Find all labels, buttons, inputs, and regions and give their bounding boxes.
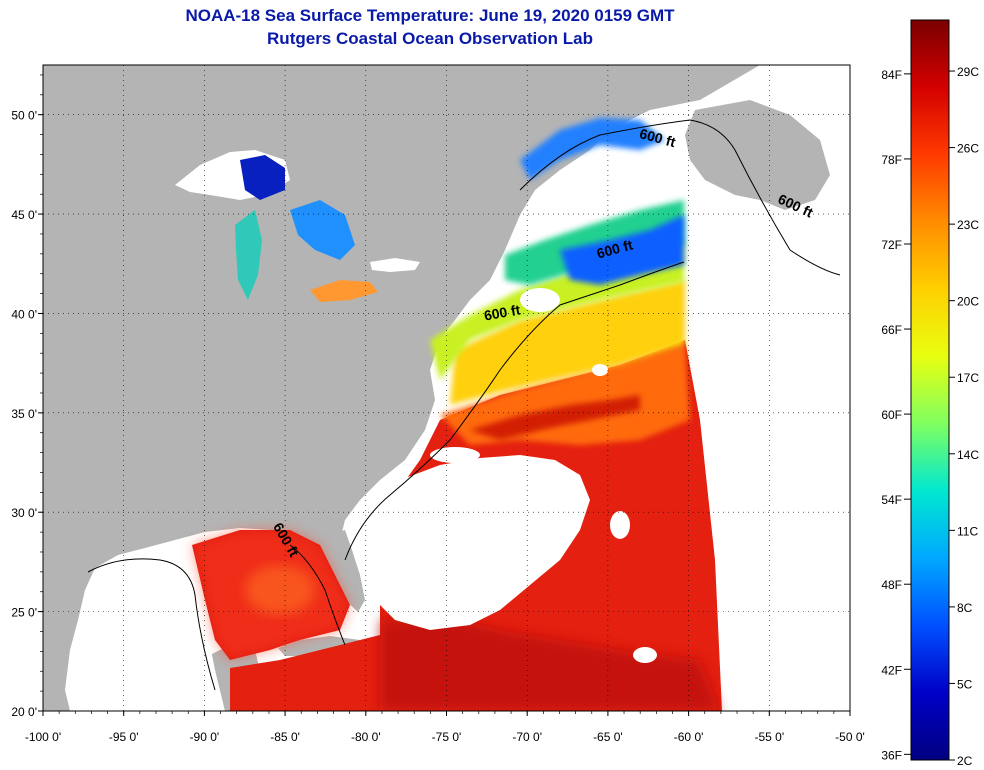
lon-tick-label: -75 0': [432, 730, 462, 744]
lon-tick-label: -65 0': [593, 730, 623, 744]
axis-ticks: -100 0' -95 0' -90 0' -85 0' -80 0' -75 0' -70…: [11, 74, 865, 744]
lat-tick-label: 50 0': [11, 109, 37, 123]
sst-swath-gulf: [192, 530, 350, 660]
colorbar-c-label: 11C: [957, 524, 978, 538]
colorbar-f-label: 48F: [881, 578, 902, 592]
lat-tick-label: 35 0': [11, 407, 37, 421]
cloud-cover: [362, 150, 675, 663]
lat-tick-label: 40 0': [11, 307, 37, 321]
colorbar-c-label: 8C: [957, 601, 973, 615]
lat-tick-label: 45 0': [11, 208, 37, 222]
colorbar-f-label: 54F: [881, 493, 902, 507]
colorbar: [910, 19, 950, 761]
colorbar-c-label: 5C: [957, 677, 973, 691]
colorbar-f-label: 72F: [881, 238, 902, 252]
lon-tick-label: -80 0': [351, 730, 381, 744]
land-newfoundland: [685, 100, 830, 210]
land-florida: [322, 530, 365, 612]
colorbar-c-label: 29C: [957, 65, 979, 79]
lon-tick-label: -55 0': [754, 730, 784, 744]
lon-tick-label: -95 0': [109, 730, 139, 744]
lon-tick-label: -50 0': [835, 730, 865, 744]
colorbar-c-label: 26C: [957, 142, 979, 156]
lat-tick-label: 25 0': [11, 606, 37, 620]
lon-tick-label: -60 0': [674, 730, 704, 744]
colorbar-f-label: 66F: [881, 323, 902, 337]
title-line-2: Rutgers Coastal Ocean Observation Lab: [267, 29, 593, 48]
gulf-no-data: [70, 545, 225, 711]
lon-tick-label: -85 0': [270, 730, 300, 744]
colorbar-f-label: 78F: [881, 153, 902, 167]
colorbar-f-label: 84F: [881, 68, 902, 82]
lat-tick-label: 20 0': [11, 705, 37, 719]
great-lakes: [175, 150, 420, 302]
colorbar-c-label: 20C: [957, 295, 979, 309]
contour-label-600ft: 600 ft: [483, 301, 522, 323]
colorbar-c-label: 2C: [957, 754, 973, 768]
colorbar-c-label: 14C: [957, 448, 979, 462]
colorbar-f-label: 36F: [881, 748, 902, 762]
colorbar-c-label: 17C: [957, 371, 979, 385]
colorbar-c-label: 23C: [957, 218, 979, 232]
colorbar-f-label: 60F: [881, 408, 902, 422]
lat-tick-label: 30 0': [11, 506, 37, 520]
lon-tick-label: -70 0': [512, 730, 542, 744]
land-north-america: [43, 65, 760, 711]
colorbar-labels: 84F 78F 72F 66F 60F 54F 48F 42F 36F 29C 26C 23C 20C 1…: [881, 65, 979, 768]
lon-tick-label: -100 0': [25, 730, 61, 744]
title-line-1: NOAA-18 Sea Surface Temperature: June 19…: [185, 6, 675, 25]
lon-tick-label: -90 0': [190, 730, 220, 744]
contour-600ft: [87, 119, 841, 691]
colorbar-f-label: 42F: [881, 663, 902, 677]
